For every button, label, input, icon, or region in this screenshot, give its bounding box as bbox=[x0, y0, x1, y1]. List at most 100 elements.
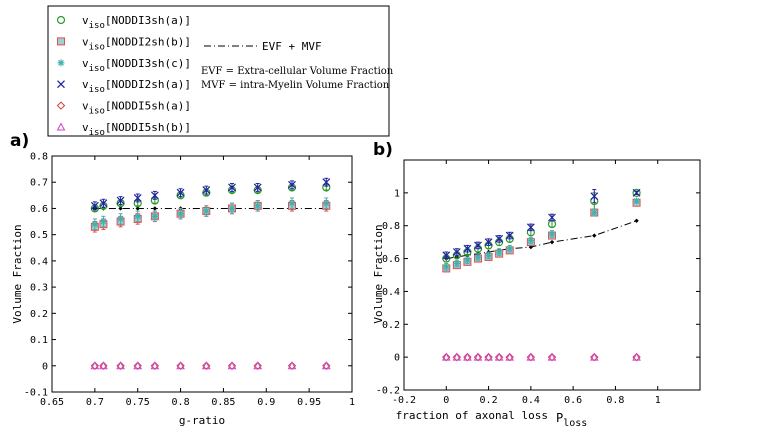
data-point-x bbox=[116, 196, 125, 205]
legend-text: [NODDI5sh(b)] bbox=[105, 121, 191, 134]
data-point-x bbox=[452, 248, 461, 256]
y-tick-label: 0.2 bbox=[382, 320, 400, 331]
y-tick-label: 0.4 bbox=[382, 287, 400, 298]
reference-line bbox=[446, 220, 637, 260]
data-point-x bbox=[288, 180, 296, 189]
legend-label-0: viso[NODDI3sh(a)] bbox=[82, 14, 191, 31]
error-bar bbox=[550, 220, 554, 228]
x-tick-label: 0.2 bbox=[480, 395, 498, 406]
data-point-circle bbox=[632, 188, 641, 197]
data-point-triangle bbox=[589, 352, 599, 361]
data-point-asterisk bbox=[453, 260, 461, 267]
data-point-x bbox=[463, 244, 472, 253]
legend-marker-diamond bbox=[56, 101, 66, 110]
x-tick-label: 0.4 bbox=[522, 395, 540, 406]
legend-marker-asterisk bbox=[57, 59, 65, 67]
x-tick-label: 0.9 bbox=[257, 397, 275, 408]
x-tick-label: 0.6 bbox=[564, 395, 582, 406]
legend-label-3: viso[NODDI2sh(a)] bbox=[82, 78, 191, 95]
data-point-triangle bbox=[441, 352, 451, 361]
reference-point bbox=[592, 233, 597, 238]
chart-b-xlabel-sub: loss bbox=[563, 418, 587, 429]
data-point-asterisk bbox=[442, 263, 450, 271]
data-point-asterisk bbox=[151, 212, 159, 220]
data-point-diamond bbox=[176, 361, 185, 370]
data-point-triangle bbox=[253, 361, 263, 370]
data-point-triangle bbox=[150, 361, 160, 370]
data-point-asterisk bbox=[633, 197, 641, 205]
data-point-x bbox=[484, 238, 493, 247]
y-tick-label: -0.2 bbox=[376, 386, 400, 397]
data-point-diamond bbox=[227, 361, 237, 370]
data-point-diamond bbox=[99, 361, 108, 370]
y-tick-label: 0.3 bbox=[30, 283, 48, 294]
data-point-triangle bbox=[287, 361, 297, 370]
data-point-x bbox=[150, 191, 159, 200]
data-point-x bbox=[202, 186, 211, 195]
x-tick-label: -0.2 bbox=[392, 395, 416, 406]
x-tick-label: 0.95 bbox=[297, 397, 321, 408]
y-tick-label: 0.6 bbox=[30, 204, 48, 215]
data-point-triangle bbox=[99, 361, 108, 370]
legend-label-2: viso[NODDI3sh(c)] bbox=[82, 57, 191, 74]
chart-b: -0.2 0 0.2 0.4 0.6 0.8 1 -0.2 0 0.2 0.4 0.6 0.8 1 fra… bbox=[372, 159, 701, 429]
data-point-x bbox=[253, 183, 262, 192]
data-point-diamond bbox=[202, 361, 211, 370]
legend-marker-circle bbox=[56, 15, 66, 25]
chart-b-xlabel: fraction of axonal loss bbox=[396, 409, 548, 422]
data-point-triangle bbox=[484, 352, 493, 361]
data-point-asterisk bbox=[134, 212, 142, 220]
reference-point bbox=[549, 239, 555, 245]
data-point-triangle bbox=[90, 361, 100, 370]
chart-a-xlabel: g-ratio bbox=[179, 414, 225, 427]
y-tick-label: 0.4 bbox=[30, 256, 48, 267]
y-tick-label: 0.7 bbox=[30, 178, 48, 189]
data-point-diamond bbox=[473, 352, 483, 362]
data-point-triangle bbox=[133, 361, 143, 370]
y-tick-label: 0.8 bbox=[382, 221, 400, 232]
data-point-x bbox=[526, 223, 535, 232]
data-point-asterisk bbox=[177, 210, 185, 218]
data-point-asterisk bbox=[91, 220, 99, 228]
data-point-x bbox=[176, 188, 185, 197]
legend-v: v bbox=[82, 35, 89, 48]
x-tick-label: 0.8 bbox=[172, 397, 190, 408]
reference-point bbox=[634, 218, 639, 223]
data-point-diamond bbox=[133, 361, 142, 370]
data-point-diamond bbox=[526, 352, 536, 362]
data-point-triangle bbox=[227, 361, 237, 370]
legend-sub: iso bbox=[89, 107, 105, 117]
legend-sub: iso bbox=[89, 21, 105, 31]
y-tick-label: 0 bbox=[394, 353, 400, 364]
y-tick-label: 0.6 bbox=[382, 254, 400, 265]
y-tick-label: 0.8 bbox=[30, 152, 48, 163]
chart-a-ylabel: Volume Fraction bbox=[11, 224, 24, 323]
legend-sub: iso bbox=[89, 128, 105, 138]
data-point-x bbox=[632, 188, 641, 197]
data-point-diamond bbox=[452, 352, 462, 362]
x-tick-label: 1 bbox=[349, 397, 355, 408]
data-point-x bbox=[228, 183, 236, 192]
data-point-triangle bbox=[201, 361, 211, 370]
legend-marker-triangle bbox=[56, 122, 66, 131]
y-tick-label: 0.5 bbox=[30, 230, 48, 241]
y-tick-label: 1 bbox=[394, 188, 400, 199]
data-point-x bbox=[322, 178, 331, 187]
legend-text: [NODDI3sh(a)] bbox=[105, 14, 191, 27]
chart-a-frame bbox=[51, 155, 353, 393]
legend-note-mvf: MVF = intra-Myelin Volume Fraction bbox=[201, 80, 390, 91]
legend-v: v bbox=[82, 14, 89, 27]
data-point-diamond bbox=[632, 352, 641, 362]
data-point-x bbox=[442, 251, 451, 260]
data-point-asterisk bbox=[117, 215, 125, 223]
data-point-diamond bbox=[463, 352, 472, 362]
legend-v: v bbox=[82, 78, 89, 91]
reference-point bbox=[135, 206, 140, 211]
data-point-asterisk bbox=[463, 256, 471, 264]
legend-text: [NODDI2sh(a)] bbox=[105, 78, 191, 91]
legend-sub: iso bbox=[89, 64, 105, 74]
data-point-diamond bbox=[505, 352, 514, 362]
legend-note-evf: EVF = Extra-cellular Volume Fraction bbox=[201, 66, 394, 77]
data-point-triangle bbox=[547, 352, 557, 361]
legend-label-4: viso[NODDI5sh(a)] bbox=[82, 100, 191, 117]
